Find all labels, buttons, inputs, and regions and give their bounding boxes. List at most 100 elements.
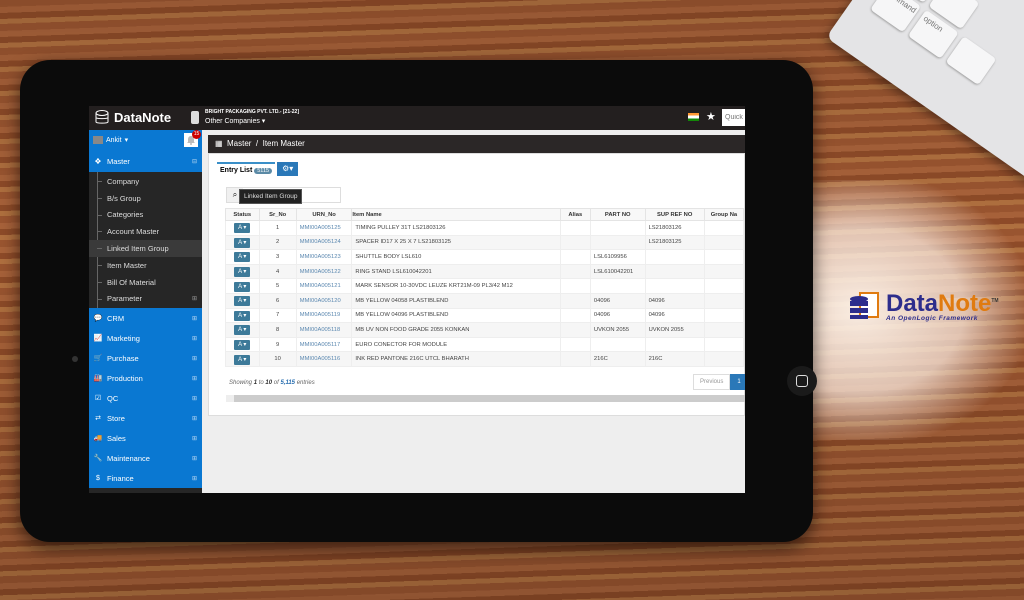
sidebar-item-categories[interactable]: Categories	[89, 207, 202, 224]
status-dropdown-button[interactable]: A ▾	[234, 296, 251, 307]
exchange-icon: ⇄	[95, 415, 101, 423]
column-header[interactable]: Item Name	[351, 208, 561, 221]
table-cell: EURO CONECTOR FOR MODULE	[351, 336, 561, 353]
urn-link[interactable]: MMI00A005125	[295, 220, 353, 236]
settings-dropdown-button[interactable]: ⚙▾	[277, 162, 299, 176]
table-cell: A ▾	[225, 278, 260, 294]
india-flag-icon[interactable]	[688, 113, 699, 121]
column-header[interactable]: PART NO	[589, 208, 646, 221]
sidebar-item-bs-group[interactable]: B/s Group	[89, 190, 202, 207]
table-cell: 216C	[589, 351, 646, 367]
column-header[interactable]: Alias	[559, 208, 591, 221]
status-dropdown-button[interactable]: A ▾	[234, 267, 251, 278]
column-header[interactable]: SUP REF NO	[644, 208, 705, 221]
home-button[interactable]	[787, 366, 817, 396]
table-row[interactable]: A ▾ 6 MMI00A005120 MB YELLOW 04058 PLASTIBL…	[225, 292, 745, 309]
column-header[interactable]: URN_No	[295, 208, 353, 221]
module-list: 💬 CRM ⊞ 📈 Marketing ⊞ 🛒 Purchase ⊞ 🏭 Production ⊞ ☑ Q…	[89, 308, 202, 489]
table-row[interactable]: A ▾ 7 MMI00A005119 MB YELLOW 04096 PLASTIBL…	[225, 307, 745, 324]
status-dropdown-button[interactable]: A ▾	[234, 354, 251, 365]
sidebar-item-production[interactable]: 🏭 Production ⊞	[89, 368, 202, 388]
previous-button[interactable]: Previous	[693, 374, 731, 390]
table-cell: LSL6109956	[589, 249, 646, 265]
checkbox-icon: ☑	[94, 395, 102, 403]
sidebar-item-master[interactable]: ❖ Master ⊟	[89, 150, 202, 172]
sidebar-item-account-master[interactable]: Account Master	[89, 223, 202, 240]
urn-link[interactable]: MMI00A005117	[295, 336, 353, 353]
urn-link[interactable]: MMI00A005123	[295, 249, 353, 265]
table-cell: 04096	[589, 307, 646, 324]
urn-link[interactable]: MMI00A005119	[295, 307, 353, 324]
user-name: Ankit	[106, 136, 122, 144]
app-logo[interactable]: DataNote	[95, 109, 171, 125]
urn-link[interactable]: MMI00A005122	[295, 263, 353, 280]
table-cell: 7	[258, 307, 297, 324]
sidebar-item-sales[interactable]: 🚚 Sales ⊞	[89, 428, 202, 448]
urn-link[interactable]: MMI00A005120	[295, 292, 353, 309]
table-cell: 3	[258, 249, 297, 265]
expand-icon: ⊞	[191, 475, 197, 482]
sidebar-item-company[interactable]: Company	[89, 173, 202, 190]
microphone-icon[interactable]	[191, 111, 199, 124]
quick-search-input[interactable]	[722, 109, 745, 126]
sidebar-item-marketing[interactable]: 📈 Marketing ⊞	[89, 328, 202, 348]
table-row[interactable]: A ▾ 10 MMI00A005116 INK RED PANTONE 216C UT…	[225, 351, 745, 367]
table-row[interactable]: A ▾ 3 MMI00A005123 SHUTTLE BODY LSL610 LSL61…	[225, 249, 745, 265]
table-row[interactable]: A ▾ 1 MMI00A005125 TIMING PULLEY 31T LS2180…	[225, 220, 745, 236]
status-dropdown-button[interactable]: A ▾	[234, 325, 251, 336]
status-dropdown-button[interactable]: A ▾	[234, 223, 251, 234]
status-dropdown-button[interactable]: A ▾	[234, 340, 251, 351]
table-row[interactable]: A ▾ 5 MMI00A005121 MARK SENSOR 10-30VDC LEU…	[225, 278, 745, 294]
user-menu[interactable]: Ankit ▾ 15	[89, 130, 202, 150]
company-selector[interactable]: BRIGHT PACKAGING PVT. LTD.- [21-22] Othe…	[205, 109, 299, 125]
avatar	[93, 136, 103, 144]
status-dropdown-button[interactable]: A ▾	[234, 237, 251, 248]
table-row[interactable]: A ▾ 8 MMI00A005118 MB UV NON FOOD GRADE 205…	[225, 322, 745, 338]
table-cell	[703, 292, 745, 309]
status-dropdown-button[interactable]: A ▾	[234, 310, 251, 321]
sidebar-item-label: Purchase	[107, 353, 139, 363]
urn-link[interactable]: MMI00A005116	[295, 351, 353, 367]
status-dropdown-button[interactable]: A ▾	[234, 281, 251, 292]
urn-link[interactable]: MMI00A005121	[295, 278, 353, 294]
other-companies-dropdown[interactable]: Other Companies	[205, 118, 260, 125]
table-cell: A ▾	[225, 307, 260, 324]
sidebar-item-store[interactable]: ⇄ Store ⊞	[89, 408, 202, 428]
star-icon[interactable]: ★	[706, 111, 716, 123]
table-cell: MB YELLOW 04058 PLASTIBLEND	[351, 292, 561, 309]
table-row[interactable]: A ▾ 4 MMI00A005122 RING STAND LSL610042201 L…	[225, 263, 745, 280]
horizontal-scrollbar[interactable]	[226, 395, 745, 402]
column-header[interactable]: Group Na	[703, 208, 745, 221]
sidebar-item-maintenance[interactable]: 🔧 Maintenance ⊞	[89, 448, 202, 468]
table-cell: A ▾	[225, 249, 260, 265]
page-1-button[interactable]: 1	[730, 374, 745, 390]
urn-link[interactable]: MMI00A005118	[295, 322, 353, 338]
sidebar-item-parameter[interactable]: Parameter ⊞	[89, 291, 202, 308]
table-cell	[703, 322, 745, 338]
breadcrumb-master[interactable]: Master	[227, 139, 252, 148]
table-cell: 5	[258, 278, 297, 294]
sidebar-item-crm[interactable]: 💬 CRM ⊞	[89, 308, 202, 328]
status-dropdown-button[interactable]: A ▾	[234, 252, 251, 263]
sidebar-item-purchase[interactable]: 🛒 Purchase ⊞	[89, 348, 202, 368]
sidebar-item-linked-item-group[interactable]: Linked Item Group	[89, 240, 202, 257]
sidebar-item-bill-of-material[interactable]: Bill Of Material	[89, 274, 202, 291]
brand-tagline: An OpenLogic Framework	[886, 315, 978, 322]
notifications-button[interactable]: 15	[184, 130, 201, 147]
table-row[interactable]: A ▾ 2 MMI00A005124 SPACER ID17 X 25 X 7 LS2…	[225, 234, 745, 251]
table-cell	[559, 278, 591, 294]
column-header[interactable]: Sr_No	[258, 208, 297, 221]
expand-icon: ⊞	[191, 355, 197, 362]
column-header[interactable]: Status	[225, 208, 260, 221]
table-row[interactable]: A ▾ 9 MMI00A005117 EURO CONECTOR FOR MODULE	[225, 336, 745, 353]
tab-entry-list[interactable]: Entry List 5115	[217, 162, 276, 177]
table-cell	[589, 336, 646, 353]
sidebar-item-qc[interactable]: ☑ QC ⊞	[89, 388, 202, 408]
entry-panel: Entry List 5115 ⚙▾ ⌕ Status Sr_No URN_No It…	[208, 153, 745, 416]
urn-link[interactable]: MMI00A005124	[295, 234, 353, 251]
table-cell	[589, 234, 646, 251]
sidebar-item-item-master[interactable]: Item Master	[89, 257, 202, 274]
factory-icon: 🏭	[93, 375, 103, 383]
sidebar-item-finance[interactable]: $ Finance ⊞	[89, 468, 202, 488]
table-cell	[703, 307, 745, 324]
